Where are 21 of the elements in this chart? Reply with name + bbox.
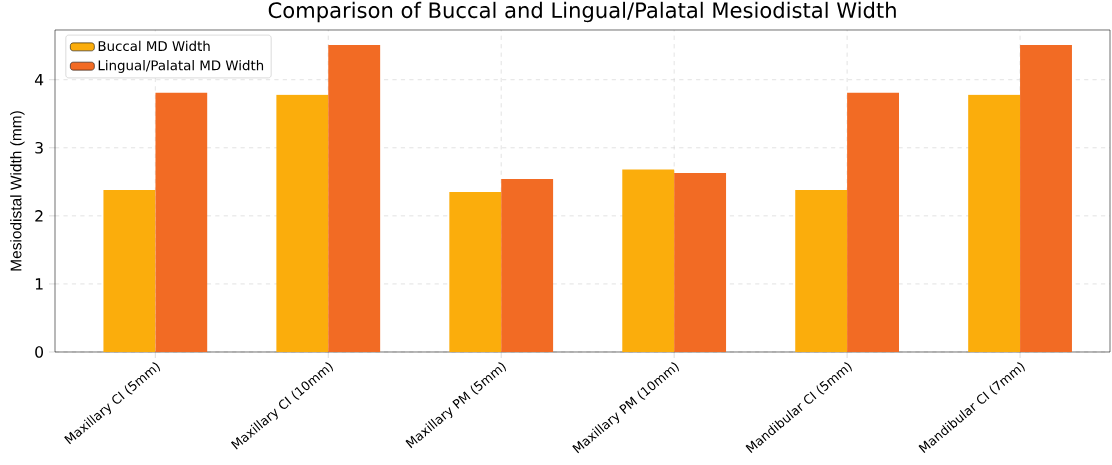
bar: [847, 92, 899, 352]
bar: [449, 192, 502, 352]
bar: [155, 92, 208, 352]
bar: [795, 189, 848, 352]
y-tick-label: 3: [35, 141, 43, 154]
legend-label: Lingual/Palatal MD Width: [98, 60, 264, 73]
chart-title: Comparison of Buccal and Lingual/Palatal Mesiodistal Width: [268, 1, 896, 23]
bar: [328, 44, 381, 352]
bar: [968, 94, 1021, 352]
y-tick-label: 1: [35, 278, 43, 290]
legend-label: Buccal MD Width: [98, 40, 210, 52]
y-tick-label: 2: [35, 210, 43, 222]
y-tick-label: 4: [34, 74, 44, 86]
y-axis-title: Mesiodistal Width (mm): [10, 111, 25, 271]
bar: [622, 169, 675, 352]
bar: [501, 179, 554, 352]
bar: [103, 189, 156, 352]
y-tick-label: 0: [35, 346, 43, 358]
bar: [674, 172, 727, 352]
bar: [276, 94, 329, 352]
bar: [1020, 44, 1072, 352]
